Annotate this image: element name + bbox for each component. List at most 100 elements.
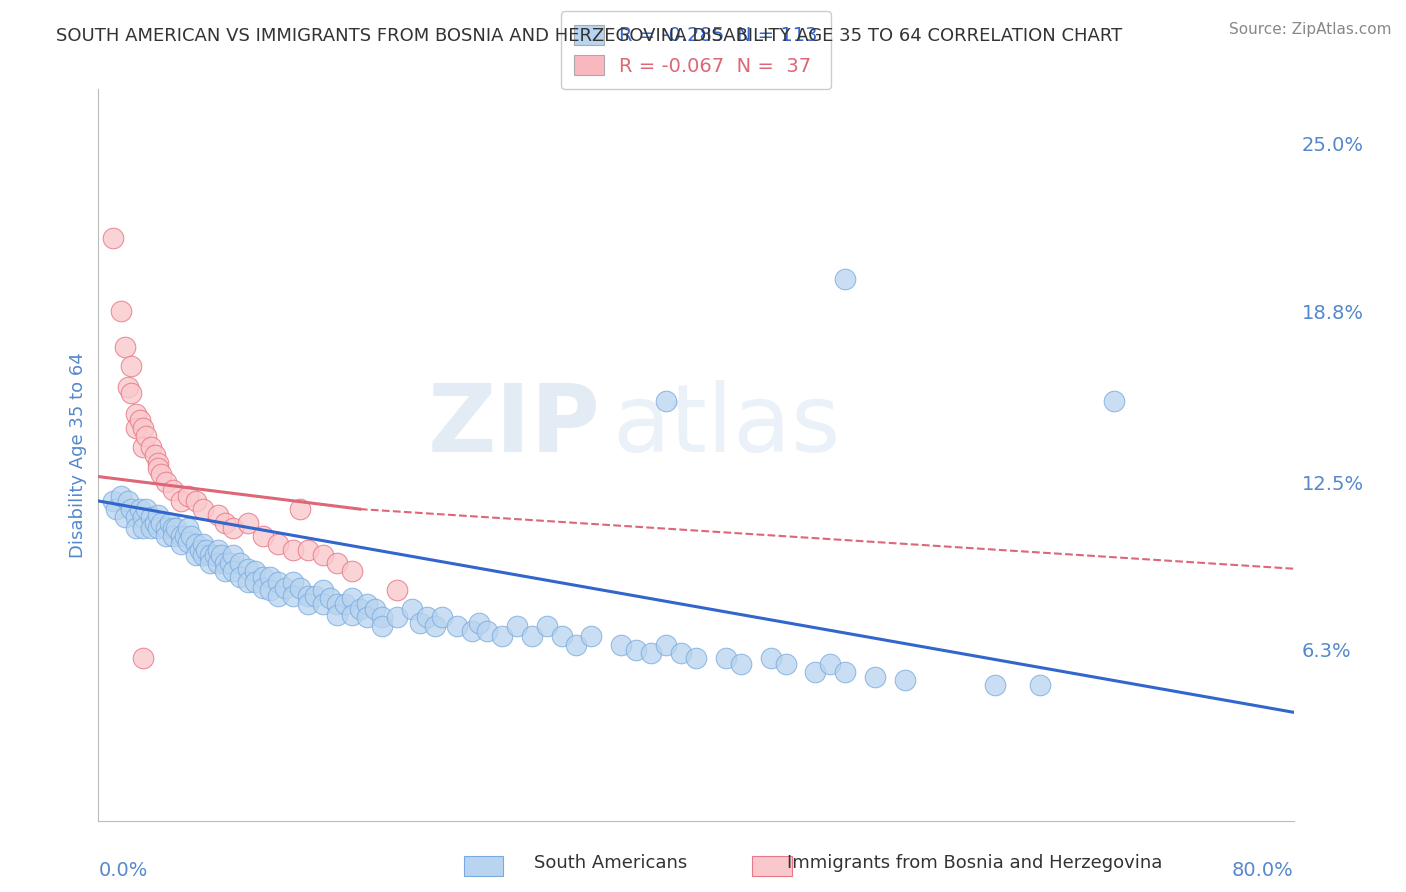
Point xyxy=(804,665,827,679)
Point xyxy=(245,575,267,590)
Point xyxy=(281,575,304,590)
Point xyxy=(333,597,356,611)
Point xyxy=(730,657,752,671)
Point xyxy=(184,494,207,508)
Point xyxy=(191,548,214,562)
Point xyxy=(169,537,191,551)
Point xyxy=(214,556,236,570)
Point xyxy=(775,657,797,671)
Point xyxy=(148,508,170,522)
Point xyxy=(117,494,139,508)
Point xyxy=(423,618,446,632)
Point xyxy=(281,589,304,603)
Point xyxy=(267,537,290,551)
Point xyxy=(184,548,207,562)
Point xyxy=(207,508,229,522)
Point xyxy=(326,607,349,622)
Point xyxy=(159,516,181,530)
Point xyxy=(132,421,155,435)
Point xyxy=(169,494,191,508)
Text: Source: ZipAtlas.com: Source: ZipAtlas.com xyxy=(1229,22,1392,37)
Point xyxy=(685,651,707,665)
Point xyxy=(581,629,603,643)
Point xyxy=(326,556,349,570)
Point xyxy=(252,581,274,595)
Point xyxy=(461,624,484,638)
Point xyxy=(222,548,245,562)
Point xyxy=(349,602,371,616)
Point xyxy=(195,542,218,557)
Y-axis label: Disability Age 35 to 64: Disability Age 35 to 64 xyxy=(69,352,87,558)
Point xyxy=(385,583,409,598)
Point xyxy=(132,521,155,535)
Point xyxy=(311,548,333,562)
Point xyxy=(491,629,513,643)
Point xyxy=(222,521,245,535)
Point xyxy=(229,556,252,570)
Point xyxy=(162,529,184,543)
Point xyxy=(135,502,157,516)
Point xyxy=(191,502,214,516)
Point xyxy=(288,581,311,595)
Point xyxy=(150,467,173,481)
Point xyxy=(120,502,142,516)
Point xyxy=(536,618,558,632)
Point xyxy=(236,562,259,576)
Legend: R = -0.285  N = 113, R = -0.067  N =  37: R = -0.285 N = 113, R = -0.067 N = 37 xyxy=(561,11,831,89)
Point xyxy=(177,534,200,549)
Point xyxy=(267,589,290,603)
Point xyxy=(319,591,342,606)
Point xyxy=(222,565,245,579)
Text: Immigrants from Bosnia and Herzegovina: Immigrants from Bosnia and Herzegovina xyxy=(787,855,1163,872)
Text: 0.0%: 0.0% xyxy=(98,861,148,880)
Point xyxy=(655,638,678,652)
Point xyxy=(209,548,232,562)
Point xyxy=(430,610,453,624)
Point xyxy=(132,651,155,665)
Point xyxy=(267,575,290,590)
Point xyxy=(110,304,132,318)
Point xyxy=(506,618,529,632)
Point xyxy=(155,475,177,489)
Point xyxy=(342,591,364,606)
Point xyxy=(129,413,152,427)
Point xyxy=(155,529,177,543)
Point xyxy=(110,489,132,503)
Point xyxy=(1028,678,1050,692)
Point xyxy=(371,610,394,624)
Point xyxy=(252,570,274,584)
Point xyxy=(214,516,236,530)
Point xyxy=(385,610,409,624)
Point xyxy=(177,489,200,503)
Point xyxy=(820,657,842,671)
Point xyxy=(281,542,304,557)
Point xyxy=(207,556,229,570)
Point xyxy=(669,646,692,660)
Point xyxy=(520,629,543,643)
Point xyxy=(640,646,662,660)
Point xyxy=(139,521,162,535)
Point xyxy=(984,678,1007,692)
Point xyxy=(297,589,319,603)
Point xyxy=(408,615,430,630)
Point xyxy=(416,610,439,624)
Text: SOUTH AMERICAN VS IMMIGRANTS FROM BOSNIA AND HERZEGOVINA DISABILITY AGE 35 TO 64: SOUTH AMERICAN VS IMMIGRANTS FROM BOSNIA… xyxy=(56,27,1122,45)
Point xyxy=(125,521,148,535)
Point xyxy=(162,521,184,535)
Point xyxy=(236,516,259,530)
Point xyxy=(475,624,498,638)
Point xyxy=(1104,393,1126,408)
Text: ZIP: ZIP xyxy=(427,380,600,472)
Point xyxy=(162,483,184,497)
Point xyxy=(371,618,394,632)
Point xyxy=(236,575,259,590)
Point xyxy=(865,670,887,684)
Point xyxy=(894,673,917,687)
Point xyxy=(655,393,678,408)
Point xyxy=(120,359,142,373)
Point xyxy=(200,548,222,562)
Point xyxy=(117,380,139,394)
Point xyxy=(155,521,177,535)
Point xyxy=(139,440,162,454)
Point xyxy=(120,385,142,400)
